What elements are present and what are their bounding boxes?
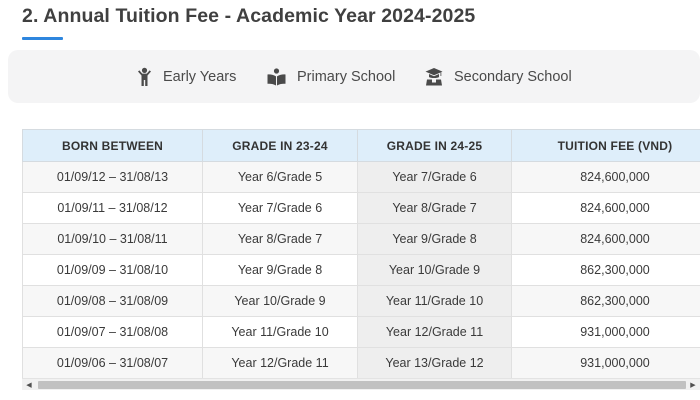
grade-23-24-cell: Year 11/Grade 10	[202, 316, 358, 348]
title-underline	[22, 37, 63, 40]
horizontal-scrollbar[interactable]: ◀ ▶	[22, 378, 700, 390]
tuition-fee-table: BORN BETWEEN GRADE IN 23-24 GRADE IN 24-…	[22, 129, 700, 378]
born-between-cell: 01/09/06 – 31/08/07	[22, 347, 203, 378]
table-row: 01/09/10 – 31/08/11 Year 8/Grade 7 Year …	[22, 223, 700, 255]
tab-secondary-school-label: Secondary School	[454, 68, 572, 85]
grade-24-25-cell: Year 8/Grade 7	[357, 192, 512, 224]
graduation-cap-icon	[425, 67, 443, 86]
tuition-fee-cell: 824,600,000	[511, 223, 700, 255]
table-row: 01/09/07 – 31/08/08 Year 11/Grade 10 Yea…	[22, 316, 700, 348]
grade-24-25-cell: Year 11/Grade 10	[357, 285, 512, 317]
page-title: 2. Annual Tuition Fee - Academic Year 20…	[22, 5, 476, 27]
scroll-right-arrow-icon[interactable]: ▶	[690, 382, 696, 389]
scroll-left-arrow-icon[interactable]: ◀	[26, 382, 32, 389]
grade-23-24-cell: Year 10/Grade 9	[202, 285, 358, 317]
born-between-cell: 01/09/07 – 31/08/08	[22, 316, 203, 348]
grade-23-24-cell: Year 12/Grade 11	[202, 347, 358, 378]
tuition-fee-cell: 931,000,000	[511, 347, 700, 378]
tab-early-years[interactable]: Early Years	[137, 50, 236, 103]
tuition-fee-cell: 824,600,000	[511, 161, 700, 193]
grade-23-24-cell: Year 6/Grade 5	[202, 161, 358, 193]
school-level-tabs: Early Years Primary School Secondary Sch…	[8, 50, 700, 103]
grade-23-24-cell: Year 9/Grade 8	[202, 254, 358, 286]
table-row: 01/09/08 – 31/08/09 Year 10/Grade 9 Year…	[22, 285, 700, 317]
born-between-cell: 01/09/10 – 31/08/11	[22, 223, 203, 255]
grade-23-24-cell: Year 7/Grade 6	[202, 192, 358, 224]
grade-24-25-cell: Year 12/Grade 11	[357, 316, 512, 348]
table-row: 01/09/09 – 31/08/10 Year 9/Grade 8 Year …	[22, 254, 700, 286]
born-between-cell: 01/09/12 – 31/08/13	[22, 161, 203, 193]
tuition-fee-cell: 824,600,000	[511, 192, 700, 224]
table-row: 01/09/12 – 31/08/13 Year 6/Grade 5 Year …	[22, 161, 700, 193]
born-between-cell: 01/09/08 – 31/08/09	[22, 285, 203, 317]
column-header-grade-24-25: GRADE IN 24-25	[357, 129, 512, 162]
table-row: 01/09/06 – 31/08/07 Year 12/Grade 11 Yea…	[22, 347, 700, 378]
table-header-row: BORN BETWEEN GRADE IN 23-24 GRADE IN 24-…	[22, 129, 700, 162]
column-header-grade-23-24: GRADE IN 23-24	[202, 129, 358, 162]
born-between-cell: 01/09/09 – 31/08/10	[22, 254, 203, 286]
tab-primary-school[interactable]: Primary School	[267, 50, 395, 103]
grade-24-25-cell: Year 9/Grade 8	[357, 223, 512, 255]
book-icon	[267, 67, 286, 86]
scrollbar-thumb[interactable]	[38, 381, 686, 389]
tab-secondary-school[interactable]: Secondary School	[425, 50, 572, 103]
tab-primary-school-label: Primary School	[297, 68, 396, 85]
grade-23-24-cell: Year 8/Grade 7	[202, 223, 358, 255]
grade-24-25-cell: Year 7/Grade 6	[357, 161, 512, 193]
tuition-fee-cell: 862,300,000	[511, 285, 700, 317]
tuition-fee-cell: 931,000,000	[511, 316, 700, 348]
grade-24-25-cell: Year 10/Grade 9	[357, 254, 512, 286]
column-header-born-between: BORN BETWEEN	[22, 129, 203, 162]
grade-24-25-cell: Year 13/Grade 12	[357, 347, 512, 378]
tuition-table-container: BORN BETWEEN GRADE IN 23-24 GRADE IN 24-…	[22, 129, 700, 378]
tab-early-years-label: Early Years	[163, 68, 237, 85]
child-icon	[137, 67, 152, 87]
born-between-cell: 01/09/11 – 31/08/12	[22, 192, 203, 224]
tuition-fee-cell: 862,300,000	[511, 254, 700, 286]
table-row: 01/09/11 – 31/08/12 Year 7/Grade 6 Year …	[22, 192, 700, 224]
column-header-tuition-fee: TUITION FEE (VND)	[511, 129, 700, 162]
